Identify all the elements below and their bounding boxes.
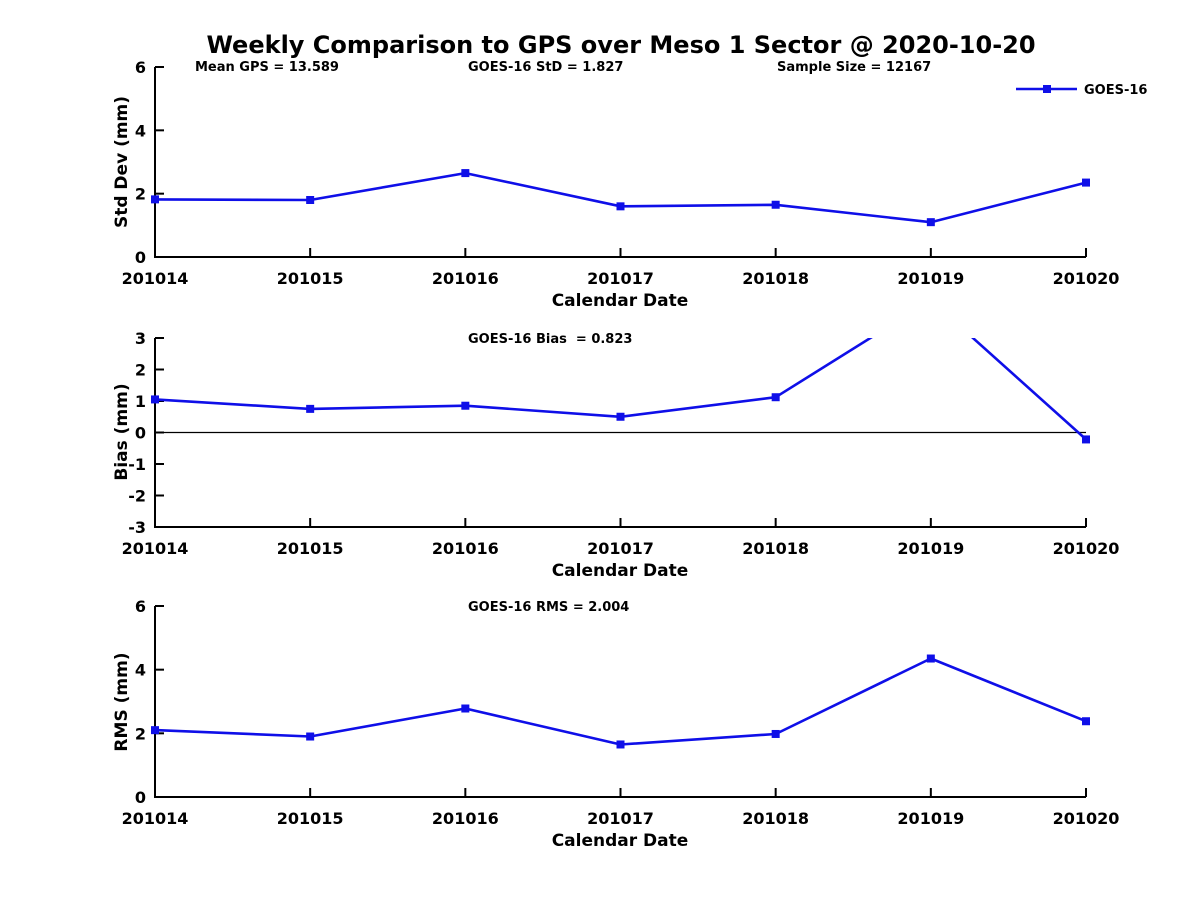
data-point-marker	[616, 412, 625, 421]
stddev-x-axis-label: Calendar Date	[552, 291, 689, 311]
x-tick-label: 201017	[587, 539, 654, 558]
rms-y-axis-label: RMS (mm)	[112, 652, 132, 751]
bias-x-axis-label: Calendar Date	[552, 561, 689, 581]
y-tick-label: 6	[135, 58, 146, 77]
y-tick-label: -3	[128, 518, 146, 537]
series-line	[154, 171, 1087, 224]
y-tick-label: 0	[135, 424, 146, 443]
x-tick-label: 201017	[587, 809, 654, 828]
data-point-marker	[306, 404, 315, 413]
mean-gps-annotation: Mean GPS = 13.589	[195, 60, 339, 75]
y-tick-label: 0	[135, 248, 146, 267]
x-tick-label: 201020	[1053, 269, 1120, 288]
x-tick-label: 201019	[897, 809, 964, 828]
x-tick-label: 201015	[277, 809, 344, 828]
data-point-marker	[1082, 435, 1090, 444]
legend-square-marker-icon	[1043, 85, 1051, 93]
y-tick-label: 2	[135, 724, 146, 743]
x-tick-label: 201014	[122, 809, 189, 828]
data-point-marker	[616, 740, 625, 749]
y-tick-label: 0	[135, 788, 146, 807]
axis-spines	[154, 606, 1086, 798]
bias-y-axis-label: Bias (mm)	[112, 383, 132, 480]
rms-series	[151, 654, 1090, 749]
x-tick-label: 201017	[587, 269, 654, 288]
x-tick-label: 201016	[432, 809, 499, 828]
goes16-std-annotation: GOES-16 StD = 1.827	[468, 60, 623, 75]
data-point-marker	[151, 395, 159, 404]
y-tick-label: 1	[135, 392, 146, 411]
x-tick-label: 201016	[432, 269, 499, 288]
x-tick-label: 201019	[897, 269, 964, 288]
data-point-marker	[461, 401, 470, 410]
std-dev-series	[151, 169, 1090, 227]
data-point-marker	[461, 704, 470, 713]
axis-spines	[154, 67, 1086, 258]
y-tick-label: -2	[128, 487, 146, 506]
sample-size-annotation: Sample Size = 12167	[777, 60, 931, 75]
y-tick-label: 6	[135, 597, 146, 616]
data-point-marker	[771, 393, 780, 402]
y-tick-label: 4	[135, 121, 146, 140]
x-tick-label: 201018	[742, 269, 809, 288]
bias-series	[151, 296, 1090, 444]
y-tick-label: 2	[135, 185, 146, 204]
bias-plot: GOES-16 Bias = 0.823 Bias (mm) Calendar …	[112, 296, 1120, 581]
data-point-marker	[927, 296, 935, 304]
data-point-marker	[1082, 178, 1090, 187]
x-tick-label: 201015	[277, 269, 344, 288]
y-tick-label: -1	[128, 455, 146, 474]
data-point-marker	[1082, 717, 1090, 726]
data-point-marker	[771, 200, 780, 209]
data-point-marker	[616, 202, 625, 211]
x-tick-label: 201014	[122, 269, 189, 288]
x-tick-label: 201015	[277, 539, 344, 558]
legend-label: GOES-16	[1084, 83, 1147, 98]
data-point-marker	[306, 732, 315, 741]
rms-plot: GOES-16 RMS = 2.004 RMS (mm) Calendar Da…	[112, 597, 1119, 851]
x-tick-label: 201020	[1053, 539, 1120, 558]
chart-title: Weekly Comparison to GPS over Meso 1 Sec…	[206, 31, 1035, 59]
y-tick-label: 2	[135, 361, 146, 380]
x-tick-label: 201014	[122, 539, 189, 558]
data-point-marker	[461, 169, 470, 178]
stddev-y-axis-label: Std Dev (mm)	[112, 96, 132, 228]
data-point-marker	[306, 196, 315, 204]
y-tick-label: 3	[135, 329, 146, 348]
series-line	[154, 657, 1087, 746]
goes16-rms-annotation: GOES-16 RMS = 2.004	[468, 600, 629, 615]
x-tick-label: 201020	[1053, 809, 1120, 828]
data-point-marker	[926, 218, 935, 227]
x-tick-label: 201016	[432, 539, 499, 558]
x-tick-label: 201018	[742, 539, 809, 558]
data-point-marker	[771, 729, 780, 738]
stddev-plot: Mean GPS = 13.589 GOES-16 StD = 1.827 Sa…	[112, 58, 1119, 311]
legend: GOES-16	[1016, 83, 1147, 98]
data-point-marker	[926, 654, 935, 663]
x-tick-label: 201019	[897, 539, 964, 558]
x-tick-label: 201018	[742, 809, 809, 828]
data-point-marker	[151, 726, 159, 735]
data-point-marker	[151, 195, 159, 204]
y-tick-label: 4	[135, 661, 146, 680]
goes16-bias-annotation: GOES-16 Bias = 0.823	[468, 332, 632, 347]
rms-x-axis-label: Calendar Date	[552, 831, 689, 851]
